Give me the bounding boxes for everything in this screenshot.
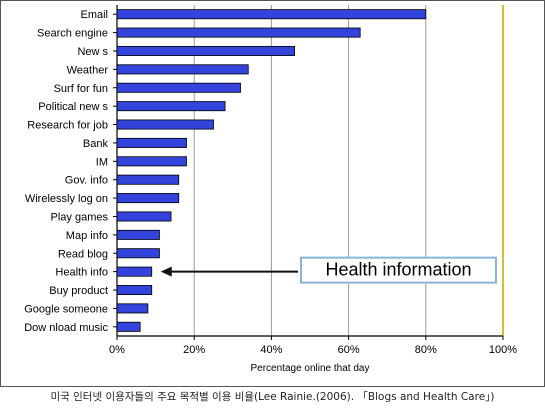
- category-label: New s: [77, 46, 108, 58]
- bar: [116, 229, 160, 240]
- bar: [116, 64, 249, 75]
- bar: [116, 248, 160, 259]
- bar-chart: 0% 20% 40% 60% 80% 100% Percentage online that…: [0, 0, 545, 387]
- bar: [116, 285, 153, 296]
- x-tick-label: 100%: [489, 344, 517, 356]
- category-label: Google someone: [24, 303, 108, 315]
- category-label: Weather: [67, 64, 109, 76]
- category-label: Dow nload music: [24, 322, 108, 334]
- annotation-arrowhead: [160, 266, 172, 277]
- category-label: IM: [96, 156, 108, 168]
- category-label: Wirelessly log on: [25, 193, 108, 205]
- bar: [116, 174, 180, 185]
- bar: [116, 211, 172, 222]
- category-label: Buy product: [49, 285, 108, 297]
- annotation-text: Health information: [325, 260, 471, 280]
- x-tick-label: 60%: [338, 344, 360, 356]
- category-label: Read blog: [58, 248, 108, 260]
- bar: [116, 193, 180, 204]
- bar: [116, 101, 226, 112]
- bar: [116, 137, 187, 148]
- bar: [116, 119, 214, 130]
- category-label: Health info: [55, 267, 108, 279]
- category-label: Research for job: [27, 120, 108, 132]
- bar: [116, 156, 187, 167]
- bar: [116, 321, 141, 332]
- category-label: Map info: [66, 230, 108, 242]
- bar: [116, 45, 295, 56]
- category-label: Play games: [51, 211, 109, 223]
- category-label: Email: [80, 9, 108, 21]
- annotation-box: [300, 256, 497, 284]
- bar: [116, 266, 153, 277]
- category-label: Surf for fun: [54, 83, 108, 95]
- category-label: Bank: [83, 138, 109, 150]
- x-tick-label: 40%: [260, 344, 282, 356]
- category-label: Gov. info: [65, 175, 108, 187]
- category-label: Search engine: [37, 28, 108, 40]
- category-label: Political new s: [38, 101, 108, 113]
- x-tick-label: 20%: [183, 344, 205, 356]
- bar: [116, 82, 241, 93]
- x-tick-label: 0%: [109, 344, 125, 356]
- bar: [116, 9, 427, 20]
- x-axis-title: Percentage online that day: [251, 363, 370, 374]
- x-tick-label: 80%: [415, 344, 437, 356]
- bar: [116, 27, 361, 38]
- figure-caption: 미국 인터넷 이용자들의 주요 목적별 이용 비율(Lee Rainie.(20…: [50, 391, 495, 403]
- bar: [116, 303, 149, 314]
